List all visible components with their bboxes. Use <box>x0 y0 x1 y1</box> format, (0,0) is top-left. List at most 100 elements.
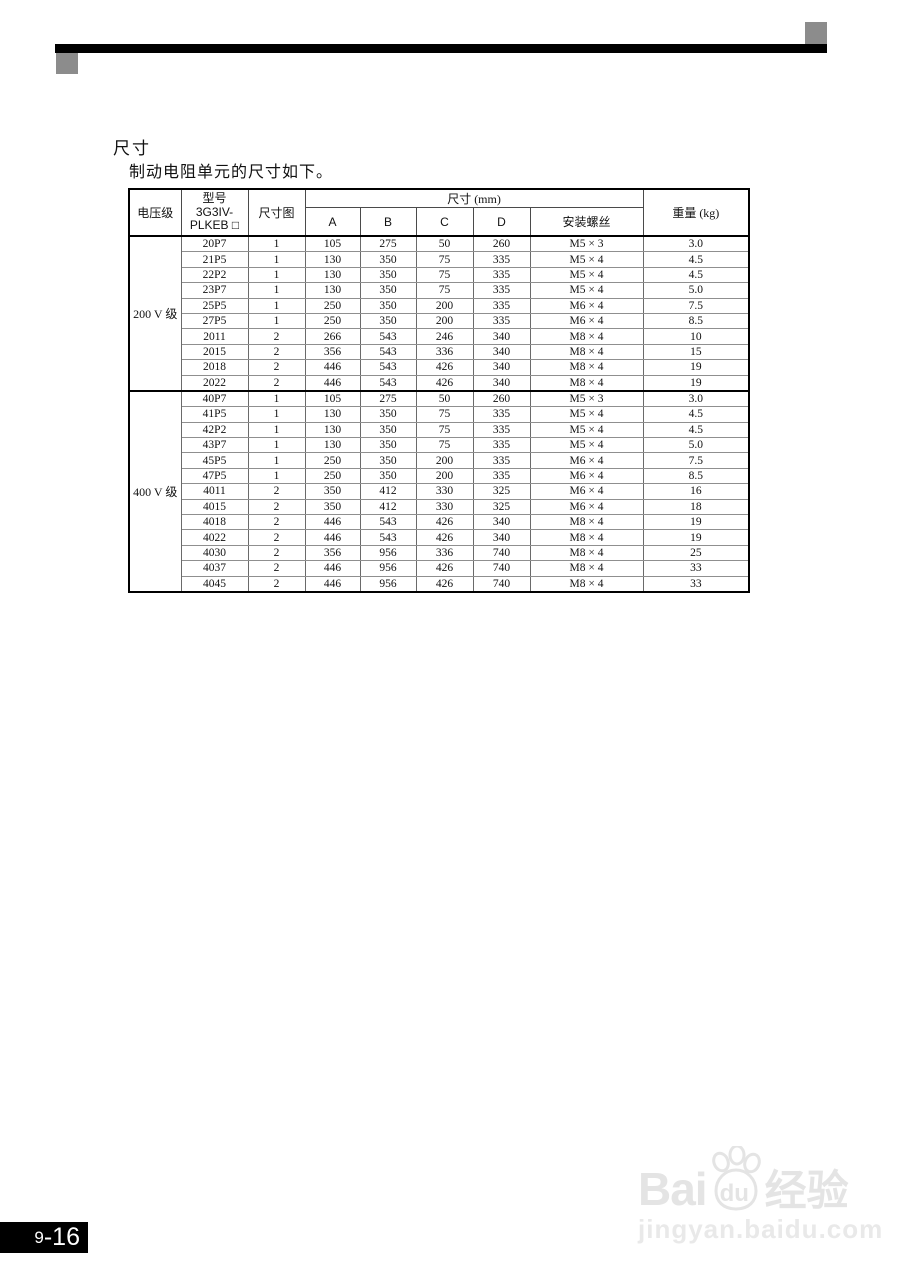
dim-b-cell: 350 <box>359 297 417 314</box>
model-cell: 4045 <box>180 575 249 593</box>
dimensions-table: 电压级 型号 3G3IV- PLKEB □ 尺寸图 尺寸 (mm) 重量 (kg… <box>128 188 751 593</box>
header-screws: 安装螺丝 <box>529 207 644 237</box>
screw-cell: M5 × 4 <box>529 251 644 268</box>
dim-a-cell: 130 <box>304 437 361 454</box>
table-row: 4022 2 446 543 426 340 M8 × 4 19 <box>129 529 750 546</box>
dim-a-cell: 356 <box>304 544 361 562</box>
table-row: 400 V 级 40P7 1 105 275 50 260 M5 × 3 3.0 <box>128 389 750 593</box>
dim-c-cell: 200 <box>415 297 474 314</box>
table-row: 4045 2 446 956 426 740 M8 × 4 33 <box>129 575 750 593</box>
dim-b-cell: 543 <box>359 514 417 531</box>
model-cell: 2018 <box>180 359 249 376</box>
screw-cell: M6 × 4 <box>529 498 644 516</box>
table-row: 27P5 1 250 350 200 335 M6 × 4 8.5 <box>129 312 750 330</box>
dim-figure-cell: 2 <box>247 544 306 562</box>
dim-c-cell: 426 <box>415 529 474 546</box>
dim-c-cell: 75 <box>415 437 474 454</box>
model-cell: 22P2 <box>180 266 249 284</box>
dim-d-cell: 335 <box>472 452 531 469</box>
dim-b-cell: 350 <box>359 266 417 284</box>
dim-d-cell: 335 <box>472 467 531 485</box>
dim-b-cell: 956 <box>359 544 417 562</box>
model-cell: 40P7 <box>180 389 249 408</box>
model-cell: 21P5 <box>180 251 249 268</box>
header-voltage-class: 电压级 <box>128 188 182 237</box>
screw-cell: M8 × 4 <box>529 575 644 593</box>
dim-b-cell: 543 <box>359 359 417 376</box>
weight-cell: 19 <box>642 514 750 531</box>
table-row: 45P5 1 250 350 200 335 M6 × 4 7.5 <box>129 452 750 469</box>
dim-a-cell: 250 <box>304 297 361 314</box>
dim-b-cell: 543 <box>359 529 417 546</box>
table-row: 47P5 1 250 350 200 335 M6 × 4 8.5 <box>129 467 750 485</box>
screw-cell: M8 × 4 <box>529 359 644 376</box>
table-row: 4015 2 350 412 330 325 M6 × 4 18 <box>129 498 750 516</box>
screw-cell: M6 × 4 <box>529 467 644 485</box>
dim-figure-cell: 1 <box>247 421 306 439</box>
dim-a-cell: 446 <box>304 359 361 376</box>
dim-d-cell: 335 <box>472 312 531 330</box>
table-row: 41P5 1 130 350 75 335 M5 × 4 4.5 <box>129 406 750 423</box>
weight-cell: 19 <box>642 529 750 546</box>
dim-a-cell: 446 <box>304 575 361 593</box>
weight-cell: 7.5 <box>642 452 750 469</box>
model-cell: 4018 <box>180 514 249 531</box>
voltage-class-cell: 400 V 级 <box>128 389 182 593</box>
dim-d-cell: 335 <box>472 266 531 284</box>
table-row: 2015 2 356 543 336 340 M8 × 4 15 <box>129 343 750 361</box>
model-cell: 42P2 <box>180 421 249 439</box>
model-cell: 47P5 <box>180 467 249 485</box>
weight-cell: 8.5 <box>642 312 750 330</box>
page-subtitle: 制动电阻单元的尺寸如下。 <box>129 164 334 181</box>
table-header: 电压级 型号 3G3IV- PLKEB □ 尺寸图 尺寸 (mm) 重量 (kg… <box>128 188 750 237</box>
weight-cell: 5.0 <box>642 437 750 454</box>
table-row: 43P7 1 130 350 75 335 M5 × 4 5.0 <box>129 437 750 454</box>
dim-a-cell: 350 <box>304 498 361 516</box>
screw-cell: M6 × 4 <box>529 312 644 330</box>
dim-figure-cell: 1 <box>247 406 306 423</box>
dim-d-cell: 335 <box>472 282 531 299</box>
screw-cell: M5 × 3 <box>529 389 644 408</box>
dim-a-cell: 446 <box>304 560 361 577</box>
dim-c-cell: 75 <box>415 421 474 439</box>
table-row: 23P7 1 130 350 75 335 M5 × 4 5.0 <box>129 282 750 299</box>
screw-cell: M5 × 4 <box>529 406 644 423</box>
dim-d-cell: 340 <box>472 374 531 392</box>
dim-b-cell: 412 <box>359 483 417 500</box>
dim-figure-cell: 2 <box>247 359 306 376</box>
dim-b-cell: 350 <box>359 421 417 439</box>
model-cell: 2015 <box>180 343 249 361</box>
dim-c-cell: 75 <box>415 406 474 423</box>
dim-figure-cell: 2 <box>247 343 306 361</box>
header-col-a: A <box>304 207 361 237</box>
voltage-class-cell: 200 V 级 <box>128 235 182 392</box>
weight-cell: 4.5 <box>642 251 750 268</box>
dim-a-cell: 266 <box>304 328 361 345</box>
weight-cell: 15 <box>642 343 750 361</box>
dim-a-cell: 105 <box>304 389 361 408</box>
dim-d-cell: 340 <box>472 514 531 531</box>
screw-cell: M8 × 4 <box>529 343 644 361</box>
screw-cell: M5 × 4 <box>529 282 644 299</box>
table-row: 200 V 级 20P7 1 105 275 50 260 M5 × 3 3.0 <box>128 235 750 392</box>
dim-b-cell: 350 <box>359 406 417 423</box>
dim-c-cell: 50 <box>415 235 474 253</box>
watermark-bai-text: Bai <box>638 1163 708 1215</box>
dim-figure-cell: 1 <box>247 251 306 268</box>
dim-figure-cell: 1 <box>247 297 306 314</box>
model-cell: 4022 <box>180 529 249 546</box>
dim-c-cell: 200 <box>415 312 474 330</box>
screw-cell: M6 × 4 <box>529 452 644 469</box>
paw-icon: du <box>709 1146 763 1212</box>
dim-a-cell: 250 <box>304 452 361 469</box>
model-cell: 45P5 <box>180 452 249 469</box>
screw-cell: M6 × 4 <box>529 297 644 314</box>
dim-b-cell: 956 <box>359 575 417 593</box>
header-right-gray-square <box>805 22 827 44</box>
dim-figure-cell: 2 <box>247 529 306 546</box>
model-cell: 4030 <box>180 544 249 562</box>
dim-b-cell: 350 <box>359 467 417 485</box>
dim-figure-cell: 1 <box>247 282 306 299</box>
dim-d-cell: 325 <box>472 498 531 516</box>
